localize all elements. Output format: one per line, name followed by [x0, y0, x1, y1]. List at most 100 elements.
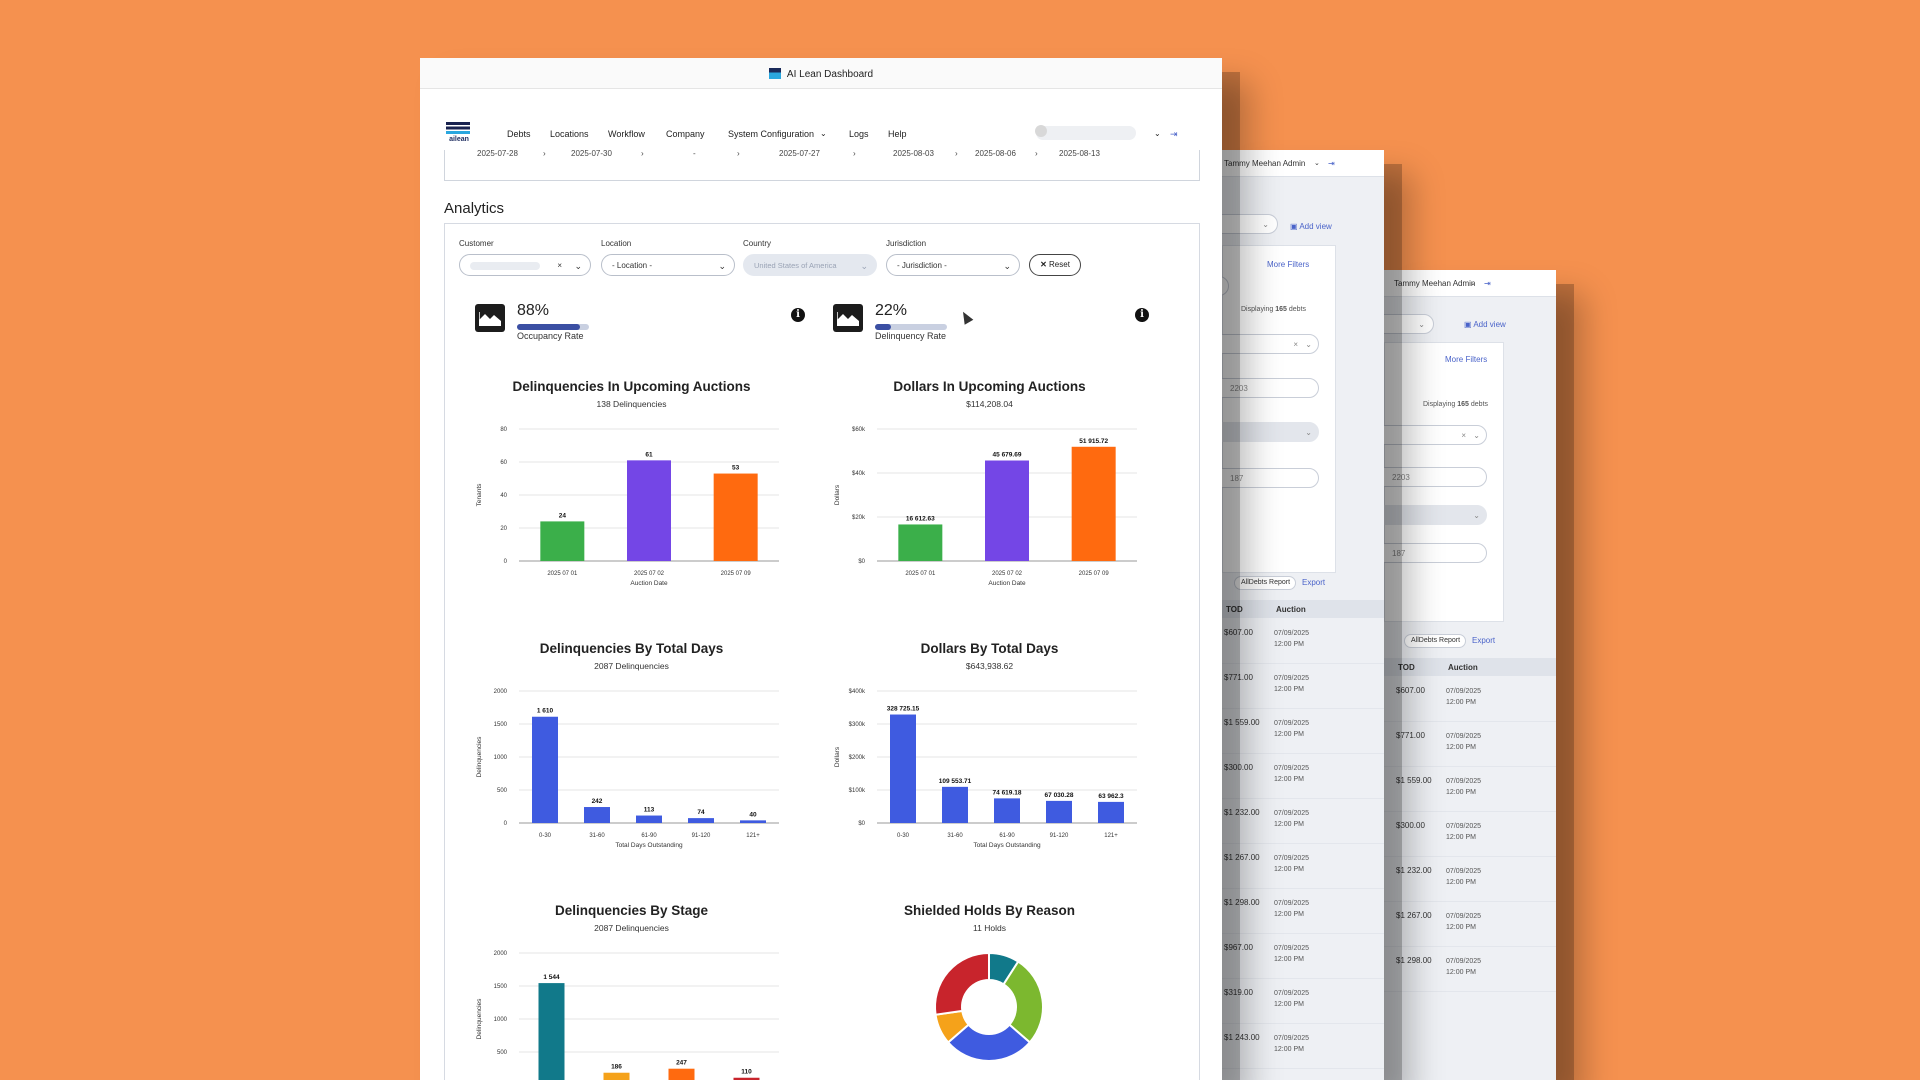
x-tick-label: 61-90: [999, 833, 1015, 839]
filter-input-a[interactable]: 2203: [1222, 378, 1319, 398]
reset-button[interactable]: ✕ Reset: [1029, 254, 1081, 276]
nav-help[interactable]: Help: [888, 129, 907, 139]
auction-date: 07/09/2025: [1446, 778, 1482, 785]
export-link[interactable]: Export: [1472, 636, 1496, 645]
y-tick-label: $300k: [849, 722, 866, 728]
view-select[interactable]: ⌄: [1384, 314, 1434, 334]
table-row[interactable]: $1 267.00 07/09/2025 12:00 PM: [1384, 901, 1556, 947]
table-row[interactable]: $300.00 07/09/2025 12:00 PM: [1384, 811, 1556, 857]
nav-locations[interactable]: Locations: [550, 129, 589, 139]
table-row[interactable]: $1 267.00 07/09/2025 12:00 PM: [1222, 843, 1384, 889]
table-row[interactable]: $1 243.00 07/09/2025 12:00 PM: [1222, 1023, 1384, 1069]
table-row[interactable]: $1 559.00 07/09/2025 12:00 PM: [1384, 766, 1556, 812]
col-tod[interactable]: TOD: [1398, 663, 1415, 672]
y-tick-label: 1500: [494, 984, 508, 990]
filter-select-disabled: ⌄: [1222, 422, 1319, 442]
filter-input-b[interactable]: 187: [1222, 468, 1319, 488]
table-row[interactable]: $967.00 07/09/2025 12:00 PM: [1222, 933, 1384, 979]
info-icon[interactable]: i: [791, 308, 805, 322]
nav-debts[interactable]: Debts: [507, 129, 531, 139]
bar: [540, 521, 585, 561]
more-filters-link[interactable]: More Filters: [1445, 355, 1487, 364]
tod-value: $300.00: [1224, 763, 1253, 772]
chart-title: Delinquencies By Total Days: [539, 641, 724, 656]
nav-system-configuration[interactable]: System Configuration: [728, 129, 815, 139]
export-link[interactable]: Export: [1302, 578, 1326, 587]
chevron-down-icon: ⌄: [1305, 428, 1312, 437]
customer-label: Customer: [459, 239, 494, 248]
nav-logs[interactable]: Logs: [849, 129, 869, 139]
window-titlebar: AI Lean Dashboard: [420, 58, 1222, 89]
table-row[interactable]: $771.00 07/09/2025 12:00 PM: [1222, 663, 1384, 709]
clear-icon[interactable]: ×: [1293, 340, 1298, 349]
table-row[interactable]: $607.00 07/09/2025 12:00 PM: [1384, 676, 1556, 722]
bar-value-label: 40: [749, 811, 757, 818]
bar-chart: $0 $20k $40k $60k Dollars 16 612.63 2025 07 01…: [834, 427, 1137, 587]
table-row[interactable]: $1 559.00 07/09/2025 12:00 PM: [1222, 708, 1384, 754]
auction-time: 12:00 PM: [1274, 821, 1304, 828]
y-tick-label: $60k: [852, 427, 866, 433]
filter-toggle[interactable]: [1222, 276, 1229, 296]
table-row[interactable]: $1 232.00 07/09/2025 12:00 PM: [1384, 856, 1556, 902]
col-auction[interactable]: Auction: [1448, 663, 1478, 672]
auction-date: 07/09/2025: [1274, 720, 1310, 727]
table-row[interactable]: $300.00 07/09/2025 12:00 PM: [1222, 753, 1384, 799]
chevron-down-icon[interactable]: ⌄: [1470, 280, 1476, 287]
alldebts-report-button[interactable]: AllDebts Report: [1404, 634, 1466, 648]
filter-input-a[interactable]: 2203: [1384, 467, 1487, 487]
add-view-link[interactable]: ▣ Add view: [1464, 320, 1506, 329]
bar: [985, 460, 1029, 561]
tod-value: $319.00: [1224, 988, 1253, 997]
jurisdiction-value: - Jurisdiction -: [897, 261, 947, 270]
table-row[interactable]: $1 298.00 07/09/2025 12:00 PM: [1222, 888, 1384, 934]
location-select[interactable]: - Location - ⌄: [601, 254, 735, 276]
tod-value: $1 298.00: [1224, 898, 1260, 907]
avatar[interactable]: [1035, 125, 1047, 137]
filter-input-b[interactable]: 187: [1384, 543, 1487, 563]
auction-datetime: 07/09/2025 12:00 PM: [1446, 911, 1481, 933]
bar-value-label: 247: [676, 1060, 687, 1067]
logout-icon[interactable]: ⇥: [1484, 279, 1491, 288]
col-auction[interactable]: Auction: [1276, 605, 1306, 614]
filter-select[interactable]: × ⌄: [1384, 425, 1487, 445]
clear-icon[interactable]: ×: [1461, 431, 1466, 440]
filter-select[interactable]: × ⌄: [1222, 334, 1319, 354]
y-tick-label: $0: [858, 821, 865, 827]
bar: [890, 714, 916, 823]
table-row[interactable]: $1 232.00 07/09/2025 12:00 PM: [1222, 798, 1384, 844]
tod-value: $607.00: [1396, 686, 1425, 695]
user-name[interactable]: Tammy Meehan Admin: [1394, 279, 1476, 288]
table-row[interactable]: $607.00 07/09/2025 12:00 PM: [1222, 618, 1384, 664]
nav-workflow[interactable]: Workflow: [608, 129, 645, 139]
customer-select[interactable]: × ⌄: [459, 254, 591, 276]
chevron-down-icon[interactable]: ⌄: [1314, 160, 1320, 167]
jurisdiction-select[interactable]: - Jurisdiction - ⌄: [886, 254, 1020, 276]
app-logo[interactable]: ailean: [446, 122, 472, 146]
bar-value-label: 61: [645, 451, 653, 458]
user-menu[interactable]: [1036, 126, 1136, 140]
user-name[interactable]: Tammy Meehan Admin: [1224, 159, 1306, 168]
col-tod[interactable]: TOD: [1226, 605, 1243, 614]
top-navbar: ailean Debts Locations Workflow Company …: [420, 118, 1222, 150]
reset-label: Reset: [1049, 260, 1070, 269]
auction-datetime: 07/09/2025 12:00 PM: [1274, 718, 1309, 740]
chevron-down-icon[interactable]: ⌄: [820, 129, 827, 138]
chart-title: Delinquencies In Upcoming Auctions: [512, 379, 751, 394]
auction-time: 12:00 PM: [1274, 1046, 1304, 1053]
table-row[interactable]: $319.00 07/09/2025 12:00 PM: [1222, 978, 1384, 1024]
chevron-down-icon[interactable]: ⌄: [1154, 129, 1161, 138]
chart-card-1: Dollars In Upcoming Auctions $114,208.04 $…: [817, 359, 1162, 607]
logout-icon[interactable]: ⇥: [1170, 129, 1178, 139]
view-select[interactable]: ⌄: [1222, 214, 1278, 234]
auction-datetime: 07/09/2025 12:00 PM: [1446, 866, 1481, 888]
alldebts-report-button[interactable]: AllDebts Report: [1234, 576, 1296, 590]
table-row[interactable]: $1 298.00 07/09/2025 12:00 PM: [1384, 946, 1556, 992]
add-view-link[interactable]: ▣ Add view: [1290, 222, 1332, 231]
chevron-down-icon: ⌄: [574, 261, 582, 271]
logout-icon[interactable]: ⇥: [1328, 159, 1335, 168]
info-icon[interactable]: i: [1135, 308, 1149, 322]
nav-company[interactable]: Company: [666, 129, 705, 139]
table-row[interactable]: $771.00 07/09/2025 12:00 PM: [1384, 721, 1556, 767]
more-filters-link[interactable]: More Filters: [1267, 260, 1309, 269]
clear-icon[interactable]: ×: [557, 261, 562, 270]
